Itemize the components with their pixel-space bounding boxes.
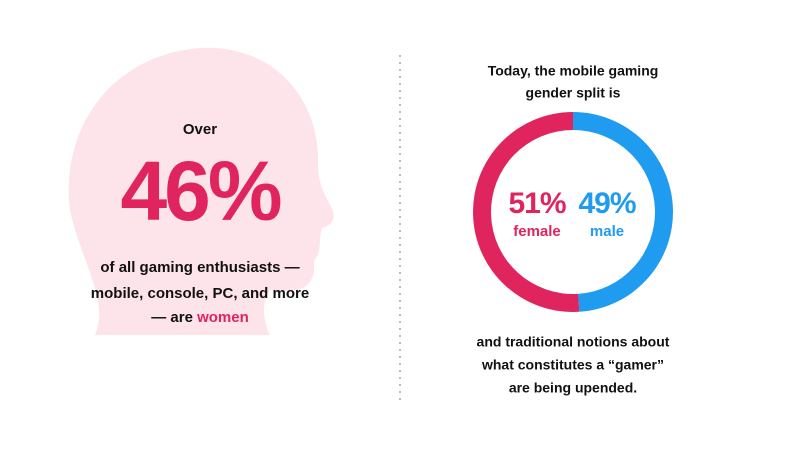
body-line: — are women [151, 309, 249, 326]
stat: 46% [120, 144, 280, 238]
category-label: male [590, 223, 624, 240]
body-text: — are [151, 309, 197, 326]
donut-segment [472, 111, 580, 313]
intro-line: Today, the mobile gaming [488, 63, 659, 79]
head-silhouette [68, 47, 334, 335]
value-label: 49% [578, 187, 635, 220]
highlight: women [196, 309, 249, 326]
outro-line: are being upended. [509, 380, 637, 396]
body-line: mobile, console, PC, and more [91, 285, 309, 302]
category-label: female [513, 223, 561, 240]
value-label: 51% [508, 187, 565, 220]
body-line: of all gaming enthusiasts — [100, 259, 299, 276]
outro-line: what constitutes a “gamer” [481, 357, 664, 373]
intro-line: gender split is [526, 85, 621, 101]
donut-segment [573, 112, 673, 312]
lead-text: Over [183, 121, 217, 138]
outro-line: and traditional notions about [477, 334, 670, 350]
